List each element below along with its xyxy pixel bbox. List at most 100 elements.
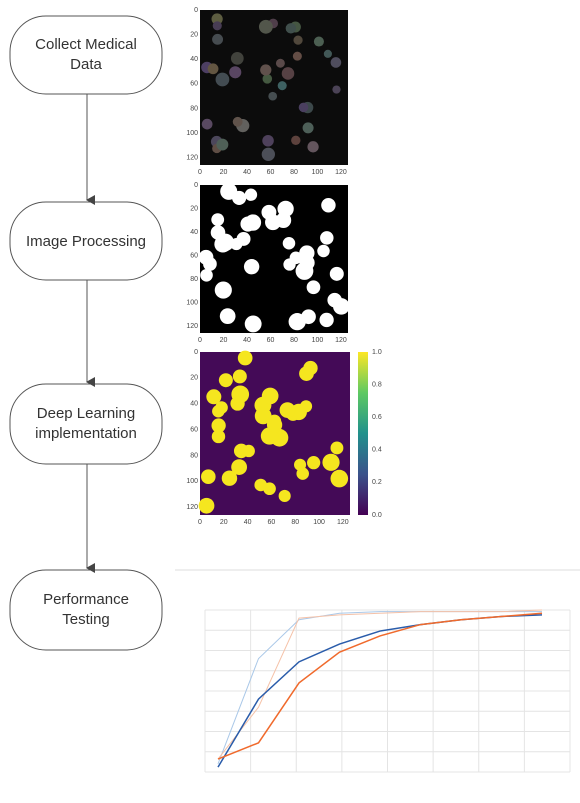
cell [245,315,262,332]
cell [237,232,251,246]
y-tick-label: 80 [190,105,198,112]
cell [215,282,232,299]
cell [212,430,225,443]
cell [300,400,312,412]
cell [289,313,306,330]
cell [291,136,300,145]
cell [233,369,247,383]
cell [219,373,233,387]
cell [279,490,291,502]
cell [276,59,285,68]
cell [282,67,295,80]
y-tick-label: 100 [186,299,198,306]
cell [333,298,350,315]
cell [234,444,249,459]
y-tick-label: 100 [186,130,198,137]
cell [199,498,215,514]
colorbar-tick-label: 0.4 [372,447,382,454]
cell [212,34,223,45]
cell [240,216,255,231]
x-tick-label: 120 [335,169,347,176]
cell [255,408,272,425]
cell [307,456,320,469]
y-tick-label: 20 [190,31,198,38]
y-tick-label: 40 [190,401,198,408]
cell [215,401,228,414]
cell [307,280,321,294]
cell [331,57,342,68]
x-tick-label: 20 [220,337,228,344]
cell [286,23,296,33]
x-tick-label: 60 [267,169,275,176]
x-tick-label: 100 [312,169,324,176]
cell [254,479,267,492]
x-tick-label: 100 [312,337,324,344]
y-tick-label: 120 [186,323,198,330]
cell [202,119,213,130]
cell [233,117,243,127]
node-box [10,16,162,94]
y-tick-label: 0 [194,182,198,189]
cell [201,469,216,484]
x-tick-label: 80 [290,169,298,176]
x-tick-label: 80 [291,519,299,526]
cell [303,122,314,133]
node-box [10,570,162,650]
y-tick-label: 40 [190,229,198,236]
cell [200,269,213,282]
x-tick-label: 60 [267,337,275,344]
cell [278,81,287,90]
y-tick-label: 20 [190,375,198,382]
cell [238,351,253,366]
y-tick-label: 120 [186,154,198,161]
x-tick-label: 120 [337,519,349,526]
x-tick-label: 0 [198,169,202,176]
cell [199,250,214,265]
cell [276,213,292,229]
cell [331,470,349,488]
cell [293,52,302,61]
x-tick-label: 60 [268,519,276,526]
x-tick-label: 80 [290,337,298,344]
cell [231,52,244,65]
cell [293,36,302,45]
cell [261,205,276,220]
cell [320,231,333,244]
cell [330,267,344,281]
y-tick-label: 60 [190,252,198,259]
cell [280,402,296,418]
node-label: Image Processing [26,233,146,250]
colorbar-tick-label: 0.6 [372,414,382,421]
colorbar [358,352,368,515]
page: Collect MedicalData Image Processing Dee… [0,0,580,803]
cell [216,139,228,151]
cell [324,50,332,58]
colorbar-tick-label: 0.0 [372,512,382,519]
cell [268,92,277,101]
cell [303,361,317,375]
cell [220,183,237,200]
metrics-panel [175,545,580,803]
y-tick-label: 40 [190,56,198,63]
cell [262,148,275,161]
cell [260,64,271,75]
cell [263,74,273,84]
y-tick-label: 100 [186,478,198,485]
cell [245,189,257,201]
y-tick-label: 0 [194,7,198,14]
x-tick-label: 40 [243,337,251,344]
y-tick-label: 20 [190,205,198,212]
x-tick-label: 20 [220,169,228,176]
cell [331,442,344,455]
cell [211,213,224,226]
cell [229,66,241,78]
y-tick-label: 0 [194,349,198,356]
cell [283,237,296,250]
x-tick-label: 40 [244,519,252,526]
cell [317,245,330,258]
x-tick-label: 120 [335,337,347,344]
cell [231,385,249,403]
cell [262,388,279,405]
cell [296,467,309,480]
cell [314,36,324,46]
